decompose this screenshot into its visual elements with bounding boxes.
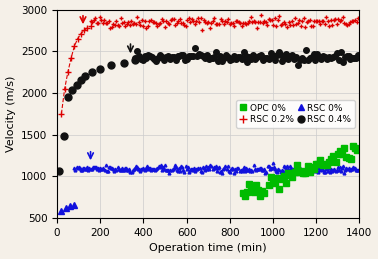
- Legend: OPC 0%, RSC 0.2%, RSC 0%, RSC 0.4%: OPC 0%, RSC 0.2%, RSC 0%, RSC 0.4%: [236, 100, 355, 128]
- Y-axis label: Velocity (m/s): Velocity (m/s): [6, 76, 15, 152]
- X-axis label: Operation time (min): Operation time (min): [149, 243, 267, 254]
